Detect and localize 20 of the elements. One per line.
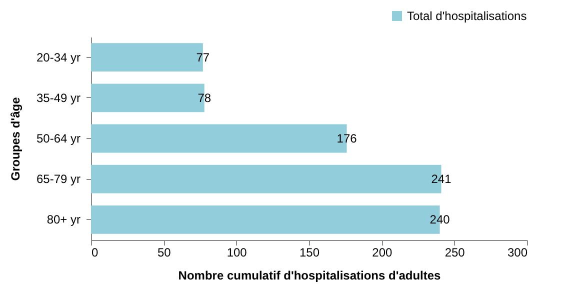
data-label: 176 [336, 132, 358, 146]
x-axis-title: Nombre cumulatif d'hospitalisations d'adultes [178, 268, 442, 282]
y-tick-label: 80+ yr [46, 212, 80, 227]
y-tick-label: 65-79 yr [36, 172, 80, 186]
data-label: 78 [198, 90, 212, 105]
y-tick-label: 35-49 yr [36, 90, 80, 105]
x-tick-label: 300 [507, 246, 528, 260]
x-tick-label: 250 [444, 246, 466, 260]
y-axis-title: Groupes d'âge [8, 96, 22, 181]
y-tick-label: 50-64 yr [36, 132, 80, 146]
x-tick-label: 200 [372, 246, 392, 260]
data-label: 241 [431, 172, 452, 186]
y-tick-label: 20-34 yr [36, 50, 80, 64]
x-tick-label: 0 [92, 246, 98, 260]
legend-label: Total d'hospitalisations [407, 9, 527, 23]
x-tick-label: 150 [299, 246, 320, 260]
data-label: 240 [430, 212, 450, 227]
data-label: 77 [196, 50, 210, 64]
x-tick-label: 100 [226, 246, 248, 260]
x-tick-label: 50 [157, 246, 172, 260]
